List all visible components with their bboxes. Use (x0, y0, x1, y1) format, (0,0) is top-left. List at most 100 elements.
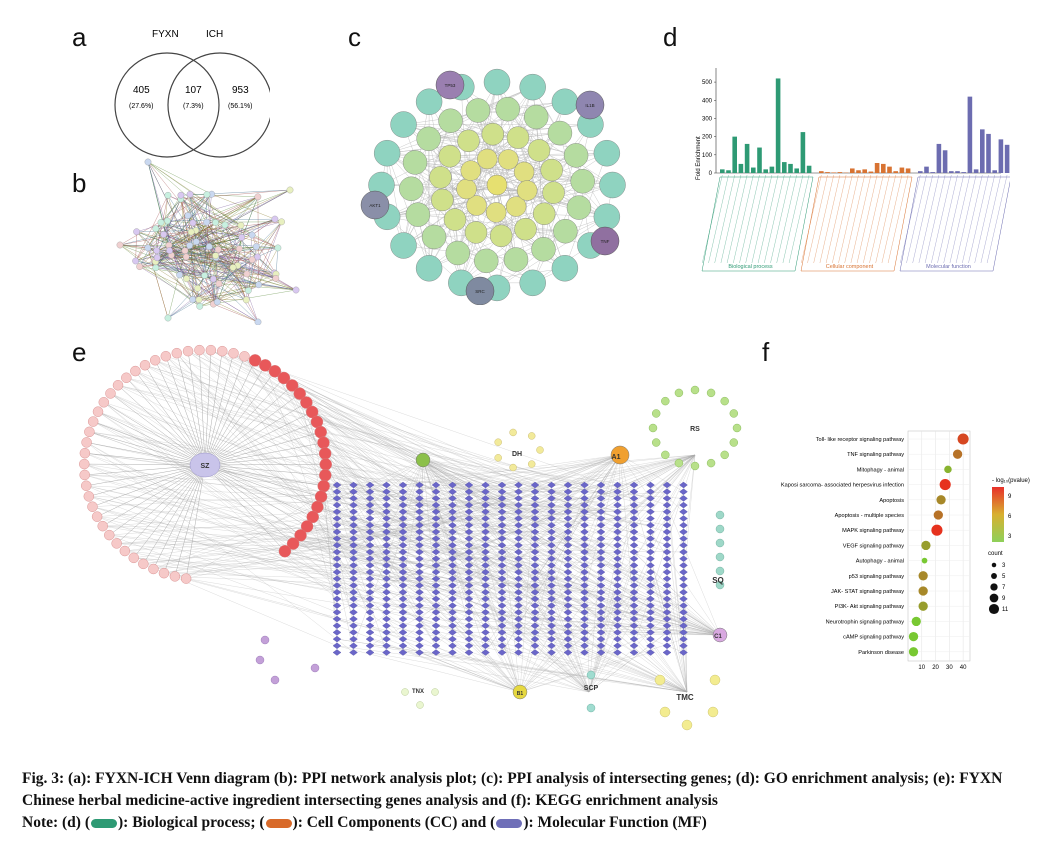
gene-node (464, 642, 474, 649)
gene-node (629, 629, 639, 636)
ppi-b-node (192, 238, 200, 246)
gene-node (398, 488, 408, 495)
gene-node (481, 568, 490, 576)
go-group-box (800, 176, 913, 272)
sz-ingredient-node (138, 558, 149, 570)
gene-node (596, 568, 606, 576)
kegg-bubble (908, 631, 919, 642)
kegg-bubble (939, 479, 951, 491)
ppi-c-node (415, 88, 443, 115)
sz-ingredient-node (286, 537, 300, 550)
kegg-color-legend-tick: 3 (1008, 534, 1012, 540)
gene-node (514, 495, 523, 502)
gene-node (349, 595, 358, 603)
gene-node (431, 522, 441, 529)
gene-node (398, 555, 408, 562)
caption-bp-text: ): Biological process; ( (118, 814, 265, 831)
gene-node (365, 535, 375, 542)
kegg-size-legend-dot (990, 583, 998, 591)
sz-ingredient-node (97, 520, 108, 532)
gene-node (332, 642, 342, 649)
gene-node (679, 582, 688, 589)
sz-ingredient-node (205, 344, 217, 356)
gene-node (431, 595, 441, 603)
kegg-pathway-label: Kaposi sarcoma- associated herpesvirus i… (781, 483, 904, 489)
gene-node (332, 515, 342, 522)
panel-label-a: a (72, 22, 87, 52)
gene-node (332, 595, 342, 603)
go-term-label (968, 174, 989, 264)
tnx-ingredient-node (431, 688, 439, 696)
kegg-enrichment-chart: - log₁₀(pvalue) count 10 20 30 40 Toll- like… (781, 430, 1030, 671)
gene-node (530, 602, 540, 609)
gene-node (563, 481, 573, 489)
gene-node (646, 542, 655, 549)
hub-label-b1: B1 (517, 691, 524, 697)
herb-ingredient-network: SZ DH A1 RS SQ C1 B1 SCP TMC TNX (79, 344, 742, 731)
gene-node (629, 501, 639, 509)
gene-node (679, 481, 688, 489)
go-bar (744, 143, 750, 173)
gene-node (415, 575, 424, 582)
ppi-c-node (477, 148, 498, 170)
rs-ingredient-node (651, 438, 661, 447)
sz-ingredient-node (87, 501, 98, 512)
gene-node (646, 649, 655, 656)
go-group-box (701, 176, 814, 272)
gene-node (547, 535, 556, 542)
hub-label-sq: SQ (712, 576, 724, 585)
gene-node (448, 555, 457, 562)
gene-node (514, 609, 523, 616)
ppi-b-node (235, 245, 243, 253)
gene-node (580, 528, 589, 536)
ppi-b-node (189, 219, 197, 227)
gene-node (497, 555, 507, 562)
ppi-c-node (495, 96, 520, 122)
gene-node (431, 582, 441, 589)
ppi-c-node (531, 237, 556, 262)
gene-node (629, 515, 639, 522)
gene-node (464, 555, 474, 562)
gene-node (398, 568, 408, 576)
ppi-c-node (498, 149, 519, 170)
go-term-label (838, 174, 859, 264)
gene-node (662, 542, 672, 549)
sz-ingredient-node (314, 425, 327, 439)
ppi-c-node (519, 269, 546, 297)
gene-node (580, 575, 589, 582)
gene-node (365, 481, 375, 489)
hub-node (712, 627, 728, 643)
kegg-xtick-label: 20 (932, 665, 939, 671)
sz-ingredient-node (84, 426, 95, 438)
ppi-c-node (431, 188, 454, 212)
go-bar (942, 150, 948, 173)
gene-node (613, 501, 622, 509)
gene-node (332, 582, 342, 589)
gene-node (530, 582, 540, 589)
gene-node (662, 522, 672, 529)
ppi-b-node (271, 215, 279, 223)
venn-circle-fyxn (114, 52, 220, 158)
gene-node (481, 589, 490, 596)
gene-node (679, 629, 688, 636)
gene-node (415, 542, 424, 549)
gene-node (349, 481, 358, 489)
gene-node (464, 609, 474, 616)
gene-node (481, 602, 490, 609)
gene-node (547, 602, 556, 609)
ppi-c-hub-label: AKT1 (369, 203, 381, 208)
ppi-b-node (213, 298, 221, 306)
gene-node (530, 535, 540, 542)
gene-node (497, 562, 507, 569)
gene-node (646, 495, 655, 502)
gene-node (596, 501, 606, 509)
ppi-b-node (183, 275, 190, 283)
gene-node (613, 542, 622, 549)
gene-node (448, 649, 457, 656)
sz-ingredient-node (318, 447, 332, 460)
gene-node (613, 481, 622, 489)
ppi-b-node (181, 247, 189, 255)
rs-ingredient-node (661, 450, 670, 460)
go-bar (782, 162, 787, 173)
gene-node (679, 495, 688, 502)
